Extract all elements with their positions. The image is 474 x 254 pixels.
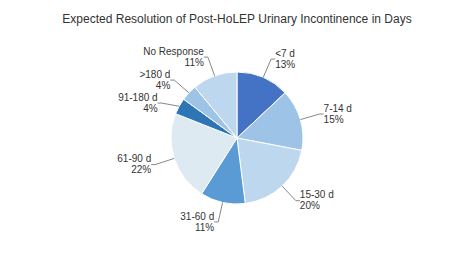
svg-text:No Response11%: No Response11% <box>143 46 204 68</box>
svg-text:<7 d13%: <7 d13% <box>275 48 295 70</box>
html-text:Expected Resolution of Post-Ho: Expected Resolution of Post-HoLEP Urinar… <box>62 12 412 26</box>
svg-text:91-180 d4%: 91-180 d4% <box>118 92 158 114</box>
svg-text:15-30 d20%: 15-30 d20% <box>300 189 334 211</box>
svg-text:>180 d4%: >180 d4% <box>139 69 170 91</box>
svg-text:31-60 d11%: 31-60 d11% <box>180 211 214 233</box>
svg-text:61-90 d22%: 61-90 d22% <box>117 153 151 175</box>
svg-text:7-14 d15%: 7-14 d15% <box>324 103 352 125</box>
